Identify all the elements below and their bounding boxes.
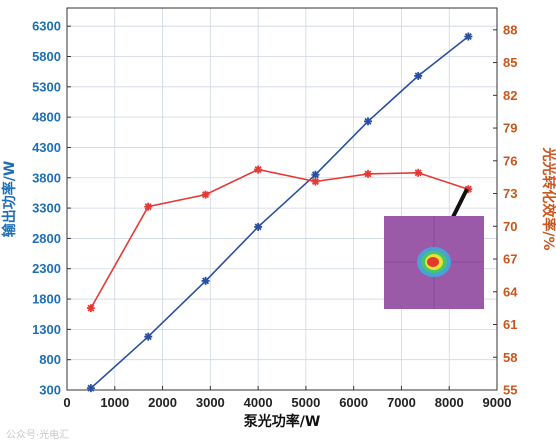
beam-core <box>427 257 439 267</box>
output-power-point <box>86 384 95 393</box>
right-tick-label: 82 <box>503 88 517 103</box>
watermark: 公众号·光电汇 <box>6 428 69 441</box>
output-power-point <box>254 222 263 231</box>
x-tick-label: 6000 <box>339 395 368 410</box>
efficiency-line <box>90 168 469 309</box>
output-power-point <box>144 332 153 341</box>
right-tick-label: 73 <box>503 186 517 201</box>
output-power-point <box>414 71 423 80</box>
left-axis-title: 输出功率/W <box>1 161 18 238</box>
right-tick-label: 58 <box>503 350 517 365</box>
right-tick-label: 55 <box>503 383 517 398</box>
left-tick-label: 1800 <box>32 292 61 307</box>
x-tick-label: 2000 <box>148 395 177 410</box>
output-power-line <box>90 35 469 389</box>
x-axis-title: 泵光功率/W <box>244 413 321 430</box>
left-tick-label: 2800 <box>32 231 61 246</box>
right-tick-label: 67 <box>503 252 517 267</box>
left-tick-label: 4300 <box>32 140 61 155</box>
left-tick-label: 5800 <box>32 49 61 64</box>
right-tick-label: 79 <box>503 121 517 136</box>
left-tick-label: 300 <box>39 383 61 398</box>
x-tick-label: 3000 <box>196 395 225 410</box>
output-power-point <box>464 32 473 41</box>
x-tick-label: 1000 <box>100 395 129 410</box>
x-tick-label: 0 <box>63 395 70 410</box>
right-tick-label: 85 <box>503 55 517 70</box>
efficiency-point <box>144 202 153 211</box>
left-tick-label: 3300 <box>32 201 61 216</box>
x-tick-label: 8000 <box>435 395 464 410</box>
efficiency-point <box>364 169 372 178</box>
output-power-point <box>201 276 210 285</box>
plot-frame <box>66 7 498 391</box>
efficiency-point <box>201 190 210 199</box>
right-tick-label: 64 <box>503 284 518 299</box>
right-tick-label: 61 <box>503 317 517 332</box>
efficiency-point <box>414 168 423 177</box>
left-tick-label: 3800 <box>32 170 61 185</box>
inset-pointer <box>451 188 469 218</box>
right-axis-ticks: 55 58 61 64 67 70 73 76 79 82 85 88 <box>493 22 518 398</box>
right-axis-title: 光光转化效率/% <box>540 146 556 250</box>
x-tick-label: 4000 <box>244 395 273 410</box>
efficiency-point <box>254 165 263 174</box>
x-tick-label: 7000 <box>387 395 416 410</box>
right-tick-label: 76 <box>503 153 517 168</box>
inset-beam-profile <box>384 188 484 309</box>
series-efficiency <box>86 165 473 313</box>
right-tick-label: 88 <box>503 22 517 37</box>
efficiency-point <box>311 177 320 186</box>
right-tick-label: 70 <box>503 219 517 234</box>
series-output-power <box>86 32 473 393</box>
left-tick-label: 6300 <box>32 19 61 34</box>
left-tick-label: 800 <box>39 352 61 367</box>
output-power-point <box>364 117 372 126</box>
efficiency-point <box>86 304 95 313</box>
left-tick-label: 5300 <box>32 79 61 94</box>
left-tick-label: 2300 <box>32 261 61 276</box>
left-tick-label: 4800 <box>32 110 61 125</box>
output-power-point <box>311 170 320 179</box>
x-tick-label: 9000 <box>483 395 512 410</box>
left-axis-ticks: 300 800 1300 1800 2300 2800 3300 3800 4300 4800 53… <box>32 19 71 398</box>
x-axis-ticks: 0 1000 2000 3000 4000 5000 6000 7000 8000 9000 <box>63 386 511 410</box>
x-tick-label: 5000 <box>291 395 320 410</box>
left-tick-label: 1300 <box>32 322 61 337</box>
